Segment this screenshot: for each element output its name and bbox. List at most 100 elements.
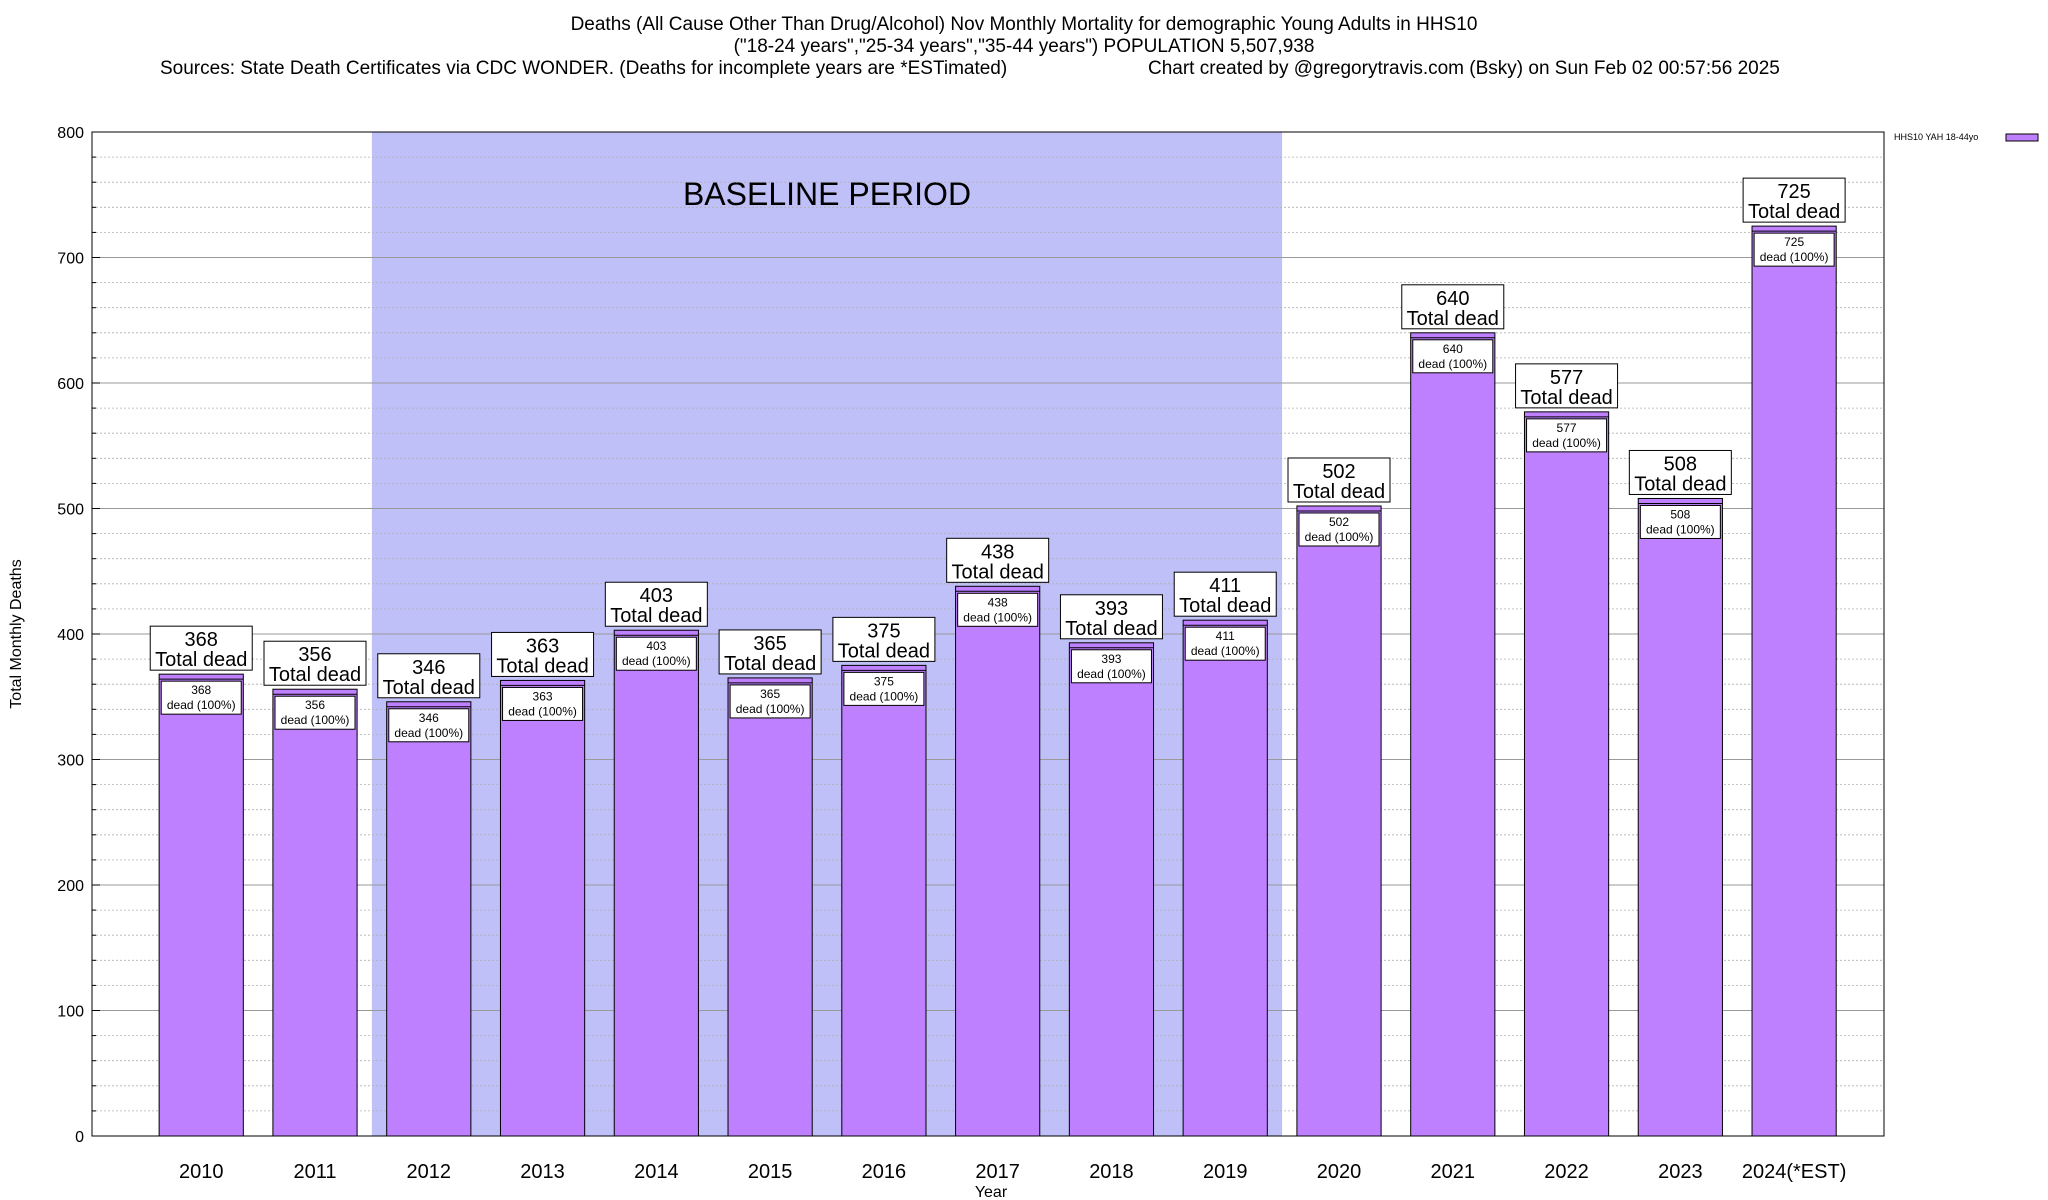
bar-inner-label-box <box>502 686 584 721</box>
bar <box>613 629 699 1137</box>
bar-inner-label-box <box>1070 649 1152 684</box>
bar-top-value: 393 <box>1095 598 1128 620</box>
bar-top-value: 356 <box>298 644 331 666</box>
bar-top-value: 640 <box>1436 288 1469 310</box>
chart-sources: Sources: State Death Certificates via CD… <box>160 58 1008 79</box>
bar-inner-label-box <box>1184 626 1266 661</box>
bar-top-suffix: Total dead <box>1748 201 1840 223</box>
bar-top-suffix: Total dead <box>496 655 588 677</box>
bar-inner-value: 508 <box>1670 507 1690 521</box>
bar-top-suffix: Total dead <box>383 677 475 699</box>
bar-top-suffix: Total dead <box>155 649 247 671</box>
bar-top-label-box <box>604 581 708 627</box>
bar-top-label-box <box>1515 363 1619 409</box>
bar-inner-label-box <box>729 684 811 719</box>
bar-inner-label-box <box>1412 339 1494 374</box>
bar <box>1068 642 1155 1137</box>
bar-inner-value: 368 <box>191 683 211 697</box>
bar-top-label-box <box>946 537 1050 583</box>
y-tick-label: 300 <box>57 753 84 770</box>
bar-inner-suffix: dead (100%) <box>963 610 1032 624</box>
bar-top-value: 368 <box>185 629 218 651</box>
bar-top-suffix: Total dead <box>1293 481 1385 503</box>
bar-top-label-box <box>1059 594 1163 640</box>
bar-top-value: 411 <box>1209 575 1241 597</box>
bar-top-value: 502 <box>1322 461 1355 483</box>
x-tick-label: 2012 <box>407 1161 452 1183</box>
bar-inner-suffix: dead (100%) <box>736 702 805 716</box>
x-tick-label: 2013 <box>520 1161 565 1183</box>
bar-top-label-box <box>718 629 822 675</box>
bar-inner-suffix: dead (100%) <box>394 726 463 740</box>
bar-inner-value: 363 <box>533 689 553 703</box>
bar-top-suffix: Total dead <box>269 664 361 686</box>
x-axis-label: Year <box>975 1184 1008 1200</box>
bar-top-label-box <box>1742 177 1846 223</box>
bar <box>1182 619 1268 1137</box>
bar-inner-value: 640 <box>1443 342 1463 356</box>
bar-inner-suffix: dead (100%) <box>1191 644 1260 658</box>
bar <box>158 673 244 1137</box>
bar-top-suffix: Total dead <box>1179 595 1271 617</box>
x-tick-label: 2015 <box>748 1161 793 1183</box>
bar-top-value: 438 <box>981 541 1014 563</box>
legend-swatch <box>2005 133 2039 142</box>
baseline-period-label: BASELINE PERIOD <box>683 176 971 212</box>
bar <box>1637 497 1723 1137</box>
bar-inner-value: 438 <box>988 595 1008 609</box>
x-tick-label: 2020 <box>1317 1161 1362 1183</box>
bar-inner-suffix: dead (100%) <box>281 713 350 727</box>
y-tick-label: 400 <box>57 627 84 644</box>
y-tick-label: 500 <box>57 502 84 519</box>
bar-top-value: 375 <box>867 620 900 642</box>
bar-inner-suffix: dead (100%) <box>850 689 919 703</box>
bar-top-suffix: Total dead <box>1634 473 1726 495</box>
bar-inner-label-box <box>1639 504 1721 539</box>
bar-inner-value: 725 <box>1784 235 1804 249</box>
chart-subtitle: ("18-24 years","25-34 years","35-44 year… <box>733 36 1315 57</box>
x-tick-label: 2023 <box>1658 1161 1703 1183</box>
y-tick-label: 600 <box>57 376 84 393</box>
bar <box>1410 332 1496 1137</box>
bar <box>1751 225 1837 1137</box>
chart-title: Deaths (All Cause Other Than Drug/Alcoho… <box>570 14 1478 35</box>
bar-inner-value: 356 <box>305 698 325 712</box>
bar-top-value: 363 <box>526 635 559 657</box>
y-tick-label: 200 <box>57 878 84 895</box>
x-tick-label: 2014 <box>634 1161 679 1183</box>
bar <box>1523 411 1610 1137</box>
bar-inner-value: 411 <box>1216 629 1235 643</box>
bar-top-suffix: Total dead <box>1065 618 1157 640</box>
bar-inner-suffix: dead (100%) <box>1077 667 1146 681</box>
bar-inner-label-box <box>274 695 356 730</box>
bar-top-value: 725 <box>1777 181 1810 203</box>
bar <box>727 677 813 1137</box>
y-axis-label: Total Monthly Deaths <box>8 559 25 708</box>
bar-inner-label-box <box>615 636 697 671</box>
bar-inner-label-box <box>1753 232 1835 267</box>
bar-top-label-box <box>1628 449 1732 495</box>
bar <box>386 701 472 1137</box>
bar-inner-value: 393 <box>1101 652 1121 666</box>
bar-inner-value: 577 <box>1557 421 1577 435</box>
bar-top-label-box <box>491 631 595 677</box>
x-tick-label: 2019 <box>1203 1161 1248 1183</box>
x-tick-label: 2018 <box>1089 1161 1134 1183</box>
bar-inner-value: 346 <box>419 711 439 725</box>
y-tick-label: 800 <box>57 125 84 142</box>
bar-inner-value: 502 <box>1329 515 1349 529</box>
x-tick-label: 2010 <box>179 1161 224 1183</box>
bar-inner-suffix: dead (100%) <box>622 654 691 668</box>
bar-inner-label-box <box>160 680 242 715</box>
y-tick-label: 0 <box>75 1129 84 1146</box>
bar-inner-value: 403 <box>646 639 666 653</box>
bar-top-suffix: Total dead <box>610 605 702 627</box>
bar-inner-suffix: dead (100%) <box>508 704 577 718</box>
bar-top-value: 508 <box>1664 453 1697 475</box>
bar-top-label-box <box>149 625 253 671</box>
x-tick-label: 2024(*EST) <box>1742 1161 1847 1183</box>
bar-top-value: 346 <box>412 657 445 679</box>
bar <box>272 688 358 1137</box>
bar-inner-suffix: dead (100%) <box>167 698 236 712</box>
